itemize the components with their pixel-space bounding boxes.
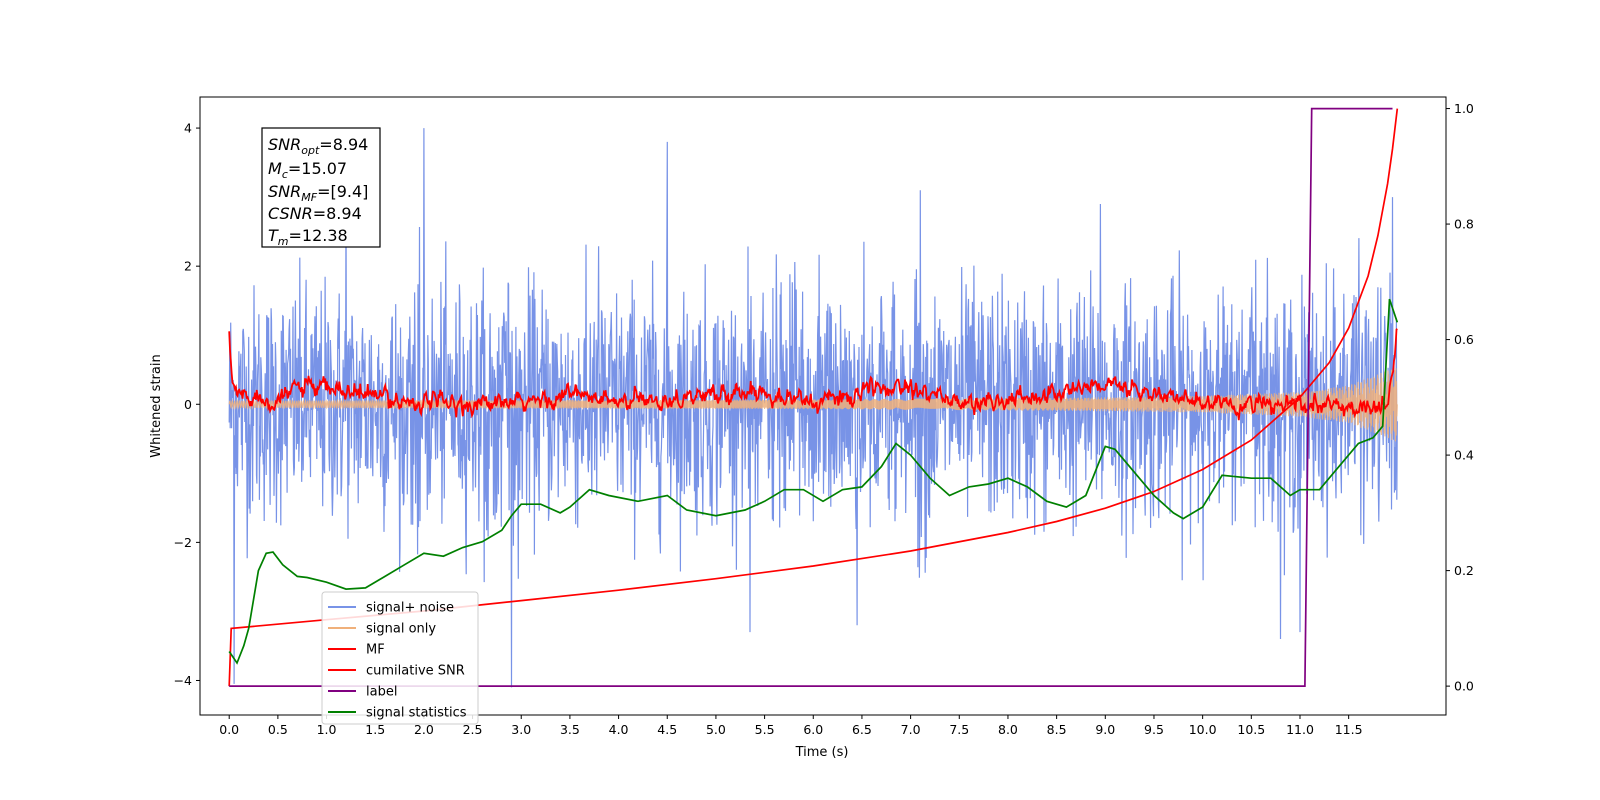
info-tm: Tm=12.38 (268, 226, 348, 248)
x-tick-label: 11.5 (1335, 722, 1363, 737)
series-mf (228, 328, 1398, 421)
info-snr-mf: SNRMF=[9.4] (268, 182, 368, 204)
x-tick-label: 2.0 (414, 722, 434, 737)
info-mc: Mc=15.07 (268, 159, 347, 181)
info-snr-opt: SNRopt=8.94 (268, 135, 368, 157)
series-signal-noise (228, 128, 1398, 688)
x-tick-label: 3.5 (560, 722, 580, 737)
y2-tick-label: 0.8 (1454, 217, 1474, 232)
x-tick-label: 6.0 (803, 722, 823, 737)
series-label (229, 107, 1393, 687)
info-box-frame (261, 127, 381, 248)
x-tick-label: 6.5 (852, 722, 872, 737)
info-csnr: CSNR=8.94 (268, 204, 362, 223)
x-tick-label: 9.0 (1095, 722, 1115, 737)
legend-frame (321, 591, 479, 725)
y2-axis-ticks: 0.0 0.2 0.4 0.6 0.8 1.0 (1446, 101, 1474, 694)
x-tick-label: 3.0 (511, 722, 531, 737)
y2-tick-label: 0.2 (1454, 563, 1474, 578)
legend-label-signal-statistics: signal statistics (366, 706, 467, 721)
legend-label-signal-only: signal only (366, 622, 436, 637)
x-tick-label: 8.0 (998, 722, 1018, 737)
y-tick-label: −4 (174, 673, 192, 688)
legend-label-label: label (366, 685, 397, 700)
y2-tick-label: 0.0 (1454, 679, 1474, 694)
y2-tick-label: 1.0 (1454, 101, 1474, 116)
series-signal-statistics (228, 298, 1399, 665)
legend-entries: signal+ noise signal only MF cumilative SNR… (328, 601, 467, 721)
x-tick-label: 1.5 (365, 722, 385, 737)
x-tick-label: 5.5 (755, 722, 775, 737)
x-axis-ticks: 0.0 0.5 1.0 1.5 2.0 2.5 3.0 3.5 4.0 4.5 5.0 5.5 6.0 6… (219, 715, 1363, 737)
x-tick-label: 0.0 (219, 722, 239, 737)
y-tick-label: 2 (184, 259, 192, 274)
y2-tick-label: 0.4 (1454, 448, 1474, 463)
x-tick-label: 11.0 (1286, 722, 1314, 737)
legend-label-cumilative-snr: cumilative SNR (366, 664, 465, 679)
legend: signal+ noise signal only MF cumilative SNR… (321, 591, 479, 725)
x-tick-label: 10.0 (1189, 722, 1217, 737)
legend-label-mf: MF (366, 643, 385, 658)
y-tick-label: 0 (184, 397, 192, 412)
x-tick-label: 8.5 (1047, 722, 1067, 737)
legend-label-signal-noise: signal+ noise (366, 601, 454, 616)
info-box: SNRopt=8.94 Mc=15.07 SNRMF=[9.4] CSNR=8.… (261, 127, 381, 248)
plot-frame (199, 96, 1447, 716)
x-tick-label: 0.5 (268, 722, 288, 737)
x-axis-label: Time (s) (795, 745, 849, 760)
y-axis-label: Whitened strain (149, 354, 164, 457)
x-tick-label: 2.5 (463, 722, 483, 737)
x-tick-label: 4.0 (609, 722, 629, 737)
y-tick-label: −2 (174, 535, 192, 550)
x-tick-label: 7.5 (949, 722, 969, 737)
y-tick-label: 4 (184, 121, 192, 136)
y-axis-ticks: 4 2 0 −2 −4 (174, 121, 200, 688)
series-cumilative-snr (228, 108, 1399, 687)
x-tick-label: 7.0 (901, 722, 921, 737)
y2-tick-label: 0.6 (1454, 332, 1474, 347)
x-tick-label: 9.5 (1144, 722, 1164, 737)
x-tick-label: 1.0 (317, 722, 337, 737)
x-tick-label: 4.5 (657, 722, 677, 737)
series-layer (228, 107, 1399, 688)
x-tick-label: 10.5 (1237, 722, 1265, 737)
x-tick-label: 5.0 (706, 722, 726, 737)
